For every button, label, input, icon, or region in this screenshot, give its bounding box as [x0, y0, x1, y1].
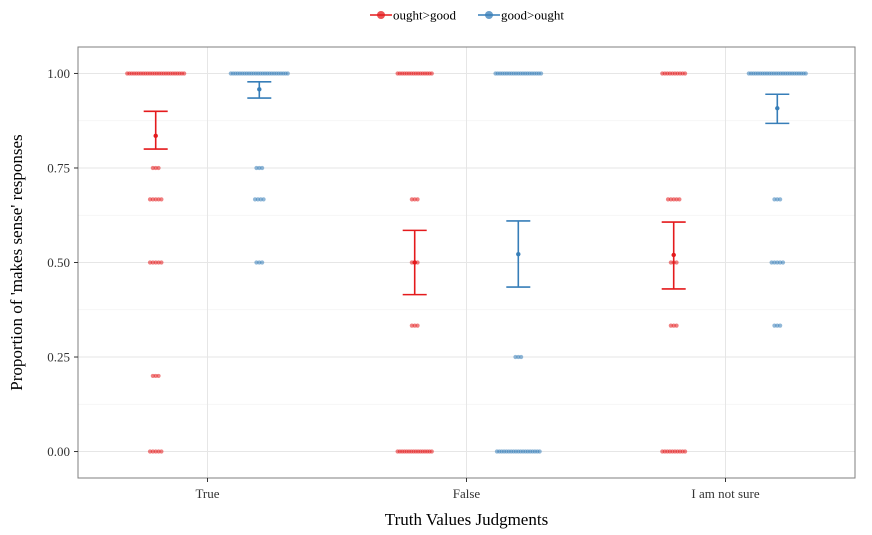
point-good-ought	[537, 449, 542, 454]
mean-point-ought-good	[671, 252, 676, 258]
y-axis-title: Proportion of 'makes sense' responses	[7, 134, 26, 390]
point-good-ought	[261, 197, 266, 202]
x-axis-title: Truth Values Judgments	[385, 510, 548, 529]
mean-point-ought-good	[153, 133, 158, 139]
point-good-ought	[780, 260, 786, 265]
data-marks	[125, 71, 808, 454]
y-tick-label: 0.00	[47, 444, 70, 459]
mean-point-good-ought	[516, 251, 521, 257]
point-good-ought	[260, 260, 265, 265]
grid	[78, 47, 855, 478]
legend: ought>good good>ought	[370, 8, 564, 23]
x-tick-label: I am not sure	[691, 486, 759, 501]
point-ought-good	[159, 197, 164, 202]
legend-label-good-ought: good>ought	[501, 8, 564, 23]
x-tick-label: True	[195, 486, 219, 501]
point-good-ought	[778, 197, 783, 202]
y-tick-label: 0.75	[47, 160, 70, 175]
point-good-ought	[285, 71, 290, 76]
legend-key-dot-good-ought	[485, 11, 493, 19]
y-tick-label: 0.25	[47, 350, 70, 365]
point-ought-good	[415, 197, 420, 202]
x-tick-label: False	[453, 486, 481, 501]
axes: 0.00 0.25 0.50 0.75 1.00 True False I am not su…	[47, 66, 760, 501]
legend-label-ought-good: ought>good	[393, 8, 456, 23]
point-ought-good	[674, 323, 679, 328]
mean-point-good-ought	[775, 106, 780, 111]
point-good-ought	[778, 323, 783, 328]
point-ought-good	[156, 373, 161, 379]
point-good-ought	[260, 165, 265, 171]
point-ought-good	[415, 323, 420, 328]
mean-point-good-ought	[257, 87, 262, 92]
point-good-ought	[538, 71, 544, 76]
y-tick-label: 1.00	[47, 66, 70, 81]
y-tick-label: 0.50	[47, 255, 70, 270]
point-ought-good	[429, 71, 434, 76]
point-ought-good	[682, 449, 688, 454]
point-ought-good	[182, 71, 187, 76]
point-ought-good	[159, 449, 164, 454]
point-ought-good	[682, 71, 688, 76]
point-ought-good	[674, 260, 679, 265]
point-ought-good	[159, 260, 164, 265]
point-good-ought	[519, 354, 524, 360]
point-ought-good	[677, 197, 682, 202]
point-ought-good	[156, 165, 161, 171]
legend-key-dot-ought-good	[377, 11, 385, 19]
point-ought-good	[429, 449, 434, 454]
point-good-ought	[803, 71, 808, 76]
mean-point-ought-good	[412, 260, 417, 265]
